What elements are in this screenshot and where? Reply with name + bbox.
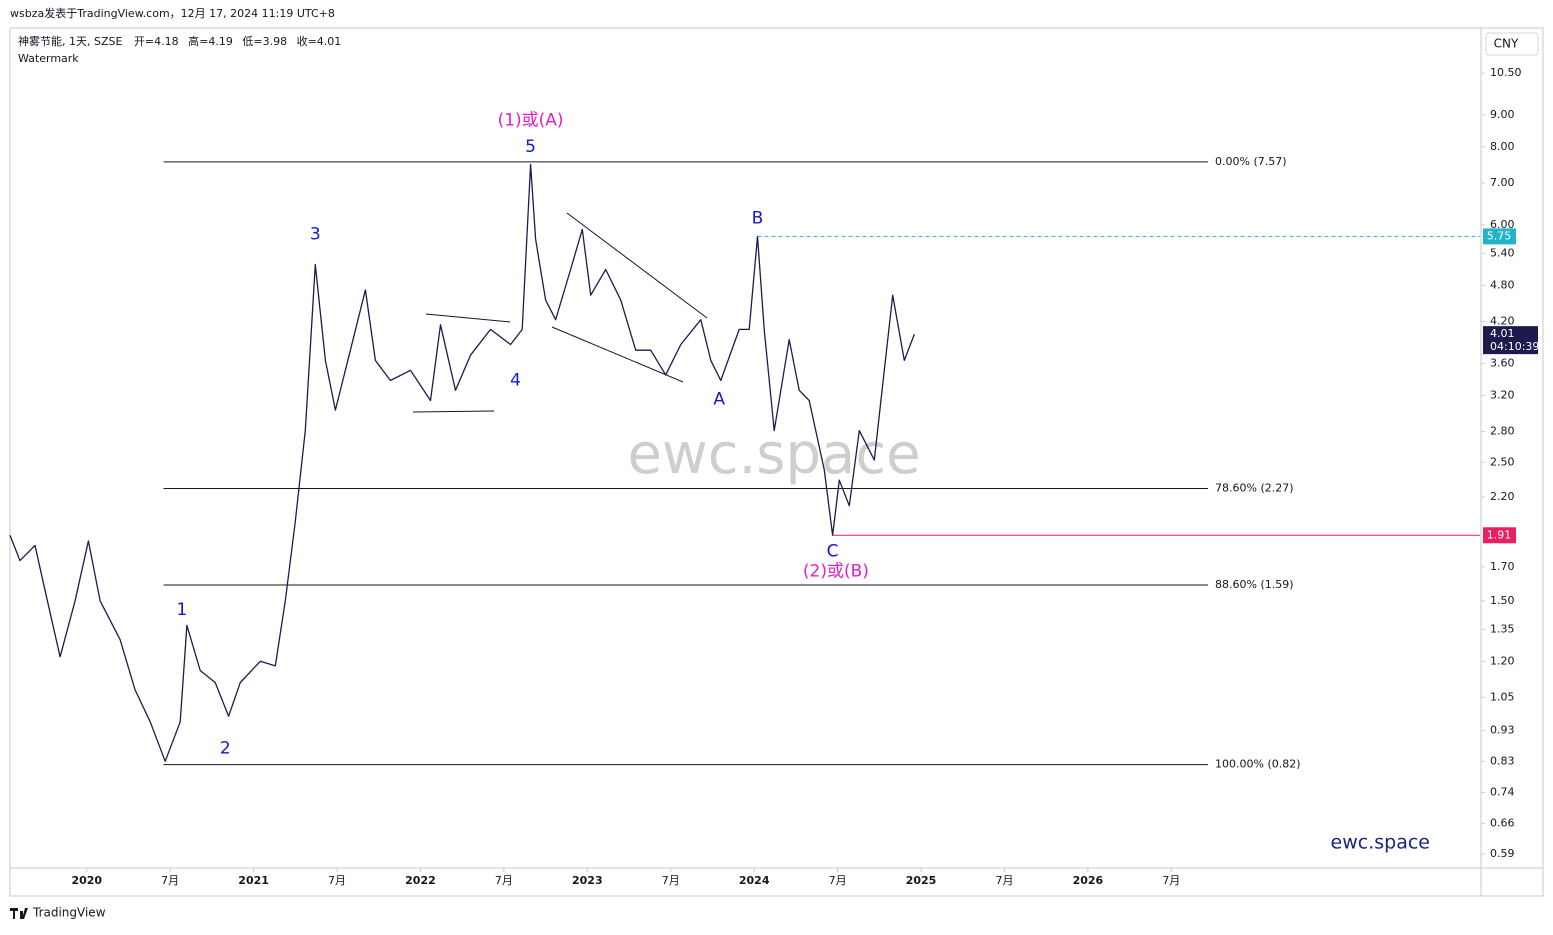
legend: 神雾节能, 1天, SZSE 开=4.18 高=4.19 低=3.98 收=4.… [18, 34, 341, 48]
trendline [425, 313, 511, 323]
wave-label: (1)或(A) [498, 111, 564, 131]
price-marker-box [1483, 228, 1516, 245]
fib-label: 100.00% (0.82) [1215, 758, 1301, 771]
trendline [412, 410, 495, 413]
y-tick-label: 2.20 [1490, 490, 1515, 503]
y-tick-label: 0.83 [1490, 754, 1515, 767]
y-tick-label: 10.50 [1490, 66, 1522, 79]
watermark-caption: Watermark [18, 52, 79, 65]
currency-box[interactable] [1485, 32, 1539, 56]
y-tick-label: 5.40 [1490, 246, 1515, 259]
x-tick-label: 2024 [739, 874, 770, 887]
legend-high: 高=4.19 [188, 34, 233, 48]
y-tick-label: 1.20 [1490, 654, 1515, 667]
y-tick-label: 1.70 [1490, 560, 1515, 573]
y-tick-label: 1.35 [1490, 622, 1515, 635]
legend-open: 开=4.18 [134, 35, 179, 48]
price-line [9, 163, 916, 762]
y-tick-label: 7.00 [1490, 176, 1515, 189]
y-tick-label: 4.20 [1490, 315, 1515, 328]
legend-close: 收=4.01 [297, 34, 342, 48]
frame [9, 27, 1544, 897]
last-price-label: 4.01 [1490, 327, 1515, 340]
y-tick-label: 2.80 [1490, 425, 1515, 438]
x-tick-label: 7月 [995, 874, 1013, 887]
y-tick-label: 0.74 [1490, 785, 1515, 798]
y-tick-label: 1.50 [1490, 594, 1515, 607]
y-tick-label: 3.20 [1490, 388, 1515, 401]
x-tick-label: 2020 [71, 874, 102, 887]
wave-label: 1 [176, 600, 187, 620]
brand-name: TradingView [32, 906, 106, 920]
wave-label: 2 [220, 739, 231, 759]
trendline [551, 326, 684, 383]
y-tick-label: 0.59 [1490, 847, 1515, 860]
watermark: ewc.space [627, 422, 920, 487]
y-tick-label: 2.50 [1490, 455, 1515, 468]
x-tick-label: 2023 [572, 874, 603, 887]
x-tick-label: 2022 [405, 874, 436, 887]
signature: ewc.space [1331, 832, 1430, 854]
y-tick-label: 3.60 [1490, 356, 1515, 369]
x-tick-label: 7月 [662, 874, 680, 887]
wave-label: 5 [525, 137, 536, 157]
countdown: 04:10:39 [1490, 340, 1539, 353]
brand: TradingView [10, 906, 106, 920]
x-tick-label: 7月 [495, 874, 513, 887]
wave-label: B [752, 209, 764, 229]
price-marker-box [1483, 527, 1516, 544]
x-tick-label: 2021 [238, 874, 269, 887]
fib-label: 78.60% (2.27) [1215, 481, 1294, 494]
y-tick-label: 0.93 [1490, 723, 1515, 736]
wave-label: 4 [510, 370, 521, 390]
x-tick-label: 7月 [161, 874, 179, 887]
legend-low: 低=3.98 [242, 35, 287, 48]
wave-label: A [713, 390, 725, 410]
brand-logo [10, 908, 28, 919]
trendline [566, 212, 708, 319]
currency[interactable]: CNY [1494, 37, 1519, 51]
y-tick-label: 9.00 [1490, 108, 1515, 121]
x-tick-label: 7月 [829, 874, 847, 887]
wave-label: 3 [310, 225, 321, 245]
y-tick-label: 0.66 [1490, 816, 1515, 829]
y-tick-label: 4.80 [1490, 278, 1515, 291]
price-marker-label: 5.75 [1487, 229, 1512, 242]
wave-label: (2)或(B) [803, 562, 869, 582]
x-tick-label: 7月 [328, 874, 346, 887]
fib-label: 0.00% (7.57) [1215, 155, 1287, 168]
legend-symbol: 神雾节能, 1天, SZSE [18, 34, 122, 48]
x-tick-label: 7月 [1162, 874, 1180, 887]
trendlines [412, 212, 708, 413]
publish-info: wsbza发表于TradingView.com，12月 17, 2024 11:… [10, 6, 335, 20]
x-tick-label: 2025 [906, 874, 937, 887]
y-tick-label: 6.00 [1490, 218, 1515, 231]
last-price-box [1483, 326, 1538, 355]
x-tick-label: 2026 [1073, 874, 1104, 887]
fib-label: 88.60% (1.59) [1215, 578, 1294, 591]
y-tick-label: 1.05 [1490, 691, 1515, 704]
price-marker-label: 1.91 [1487, 528, 1512, 541]
y-tick-label: 8.00 [1490, 140, 1515, 153]
wave-label: C [827, 541, 839, 561]
